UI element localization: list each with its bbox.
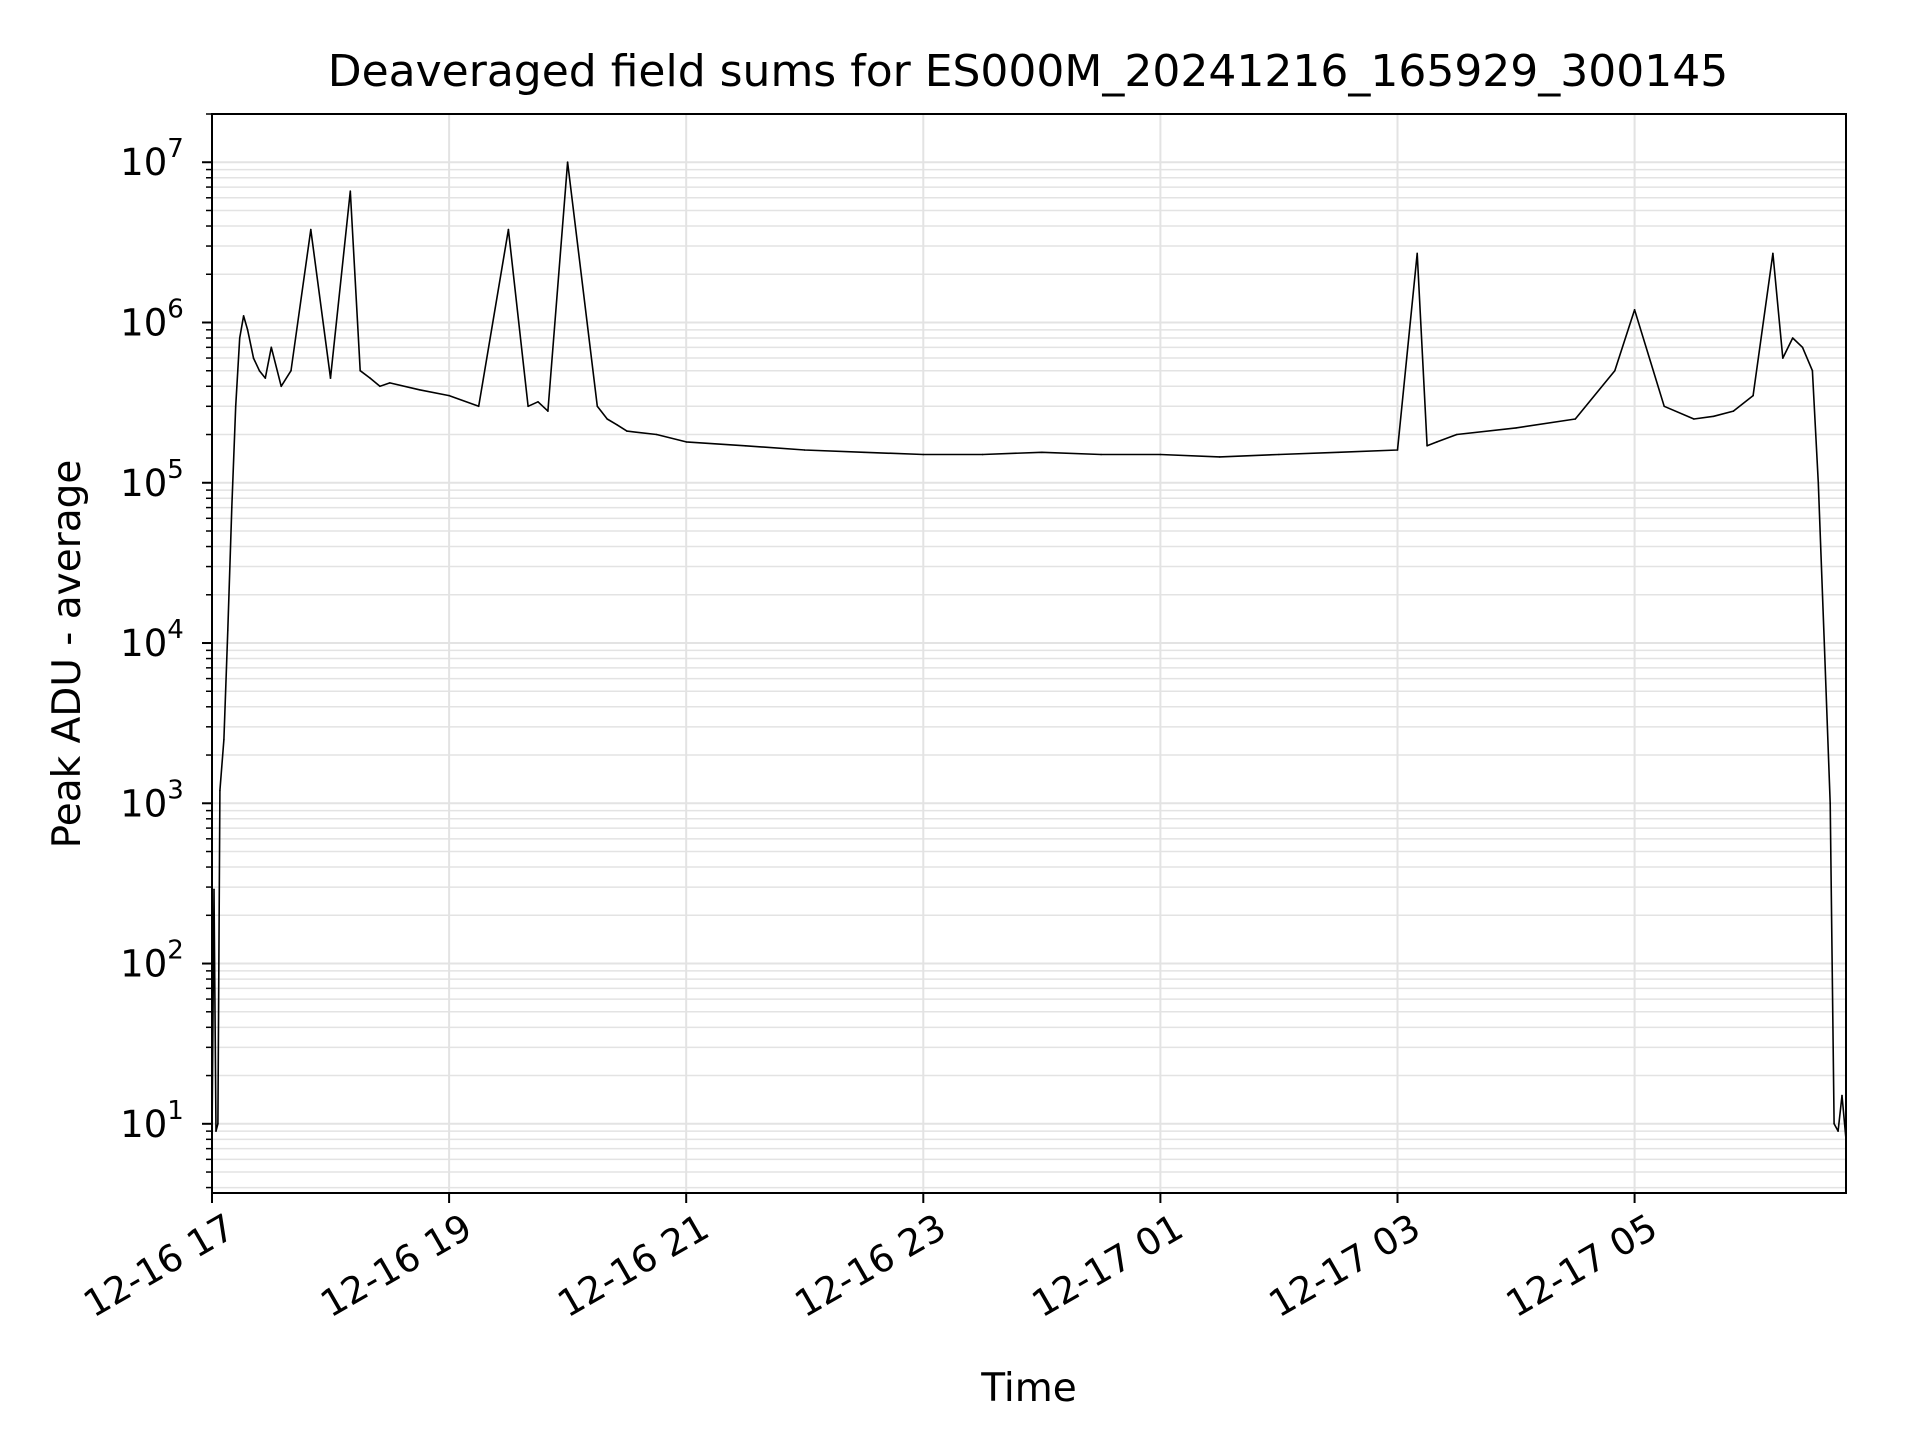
data-point [626,430,628,432]
data-point [349,190,352,192]
data-point [616,424,618,426]
x-tick-label: 12-16 19 [313,1206,479,1326]
data-point [606,418,608,420]
x-tick-label: 12-16 17 [76,1206,242,1326]
data-point [1456,433,1458,436]
data-point [981,453,984,456]
data-point [1396,449,1399,451]
data-point [215,1130,217,1132]
plot-frame [211,113,1847,1194]
data-point [359,369,362,372]
x-tick-label: 12-17 01 [1025,1206,1191,1326]
data-point [234,405,237,408]
data-point [1426,445,1428,447]
data-point [252,357,255,359]
data-point [922,453,925,456]
data-point [1791,337,1794,339]
data-point [264,377,267,379]
data-point [1833,1123,1835,1125]
y-axis: 101 102 103 104 105 106 107 [120,113,212,1189]
y-tick-label: 102 [120,936,184,986]
data-point [744,445,747,447]
data-point [1693,418,1695,420]
x-axis: 12-16 17 12-16 19 12-16 21 12-16 23 12-17 01… [76,1193,1664,1326]
data-point [280,385,283,388]
data-point [369,377,371,379]
data-point [290,369,292,372]
x-tick-label: 12-16 21 [551,1206,717,1326]
data-point [1515,427,1517,429]
y-tick-label: 101 [120,1096,184,1146]
data-point [537,401,539,403]
x-tick-label: 12-17 03 [1262,1206,1428,1326]
chart-title: Deaveraged field sums for ES000M_2024121… [328,46,1729,97]
data-point [527,405,529,408]
y-tick-label: 106 [120,295,184,345]
x-axis-label: Time [980,1366,1076,1411]
data-point [389,382,391,384]
data-point [418,389,421,391]
data-point [1574,418,1577,420]
data-point [1041,451,1043,454]
data-point [477,405,480,408]
data-point [1772,252,1774,255]
y-tick-label: 104 [120,615,184,665]
data-point [1100,453,1102,456]
data-point [1633,309,1636,311]
data-point [1218,456,1221,458]
data-point [655,433,658,436]
data-point [1278,453,1280,456]
data-point [1752,394,1754,397]
data-point [566,161,569,163]
data-point [507,228,510,231]
data-point [1337,451,1339,454]
data-point [685,441,687,443]
data-point [1712,415,1715,418]
data-point [238,337,241,339]
data-point [231,506,233,509]
x-tick-label: 12-16 23 [788,1206,954,1326]
data-point [1614,369,1616,372]
data-point [213,888,215,891]
grid [211,113,1846,1193]
data-point [803,449,806,451]
data-point [1829,802,1831,805]
data-point [863,451,865,454]
data-point [227,629,229,632]
data-point [270,346,273,349]
data-point [1732,410,1735,412]
data-point [1782,357,1784,359]
data-point [1841,1094,1843,1097]
y-axis-label: Peak ADU - average [45,460,90,849]
data-point [1801,346,1804,349]
data-point [217,1123,219,1125]
data-point [1817,482,1820,484]
data-point [246,329,249,331]
data-point [219,789,221,792]
data-point [379,385,381,388]
data-point [310,228,312,231]
y-tick-label: 103 [120,775,184,825]
data-point [329,377,332,379]
data-point [547,410,549,412]
data-point [1436,441,1438,443]
series-group [211,161,1847,1141]
data-point [1811,369,1814,372]
y-tick-label: 105 [120,455,184,505]
data-point [223,738,225,741]
data-point [258,369,261,372]
data-point [242,315,245,317]
series-line [211,161,1847,1140]
y-tick-label: 107 [120,134,184,184]
data-point [1159,453,1162,456]
data-point [448,394,450,397]
data-point [1416,252,1418,255]
data-point [596,405,599,408]
x-tick-label: 12-17 05 [1499,1206,1665,1326]
data-point [1823,642,1826,644]
data-point [1663,405,1665,408]
data-point [1837,1130,1839,1132]
